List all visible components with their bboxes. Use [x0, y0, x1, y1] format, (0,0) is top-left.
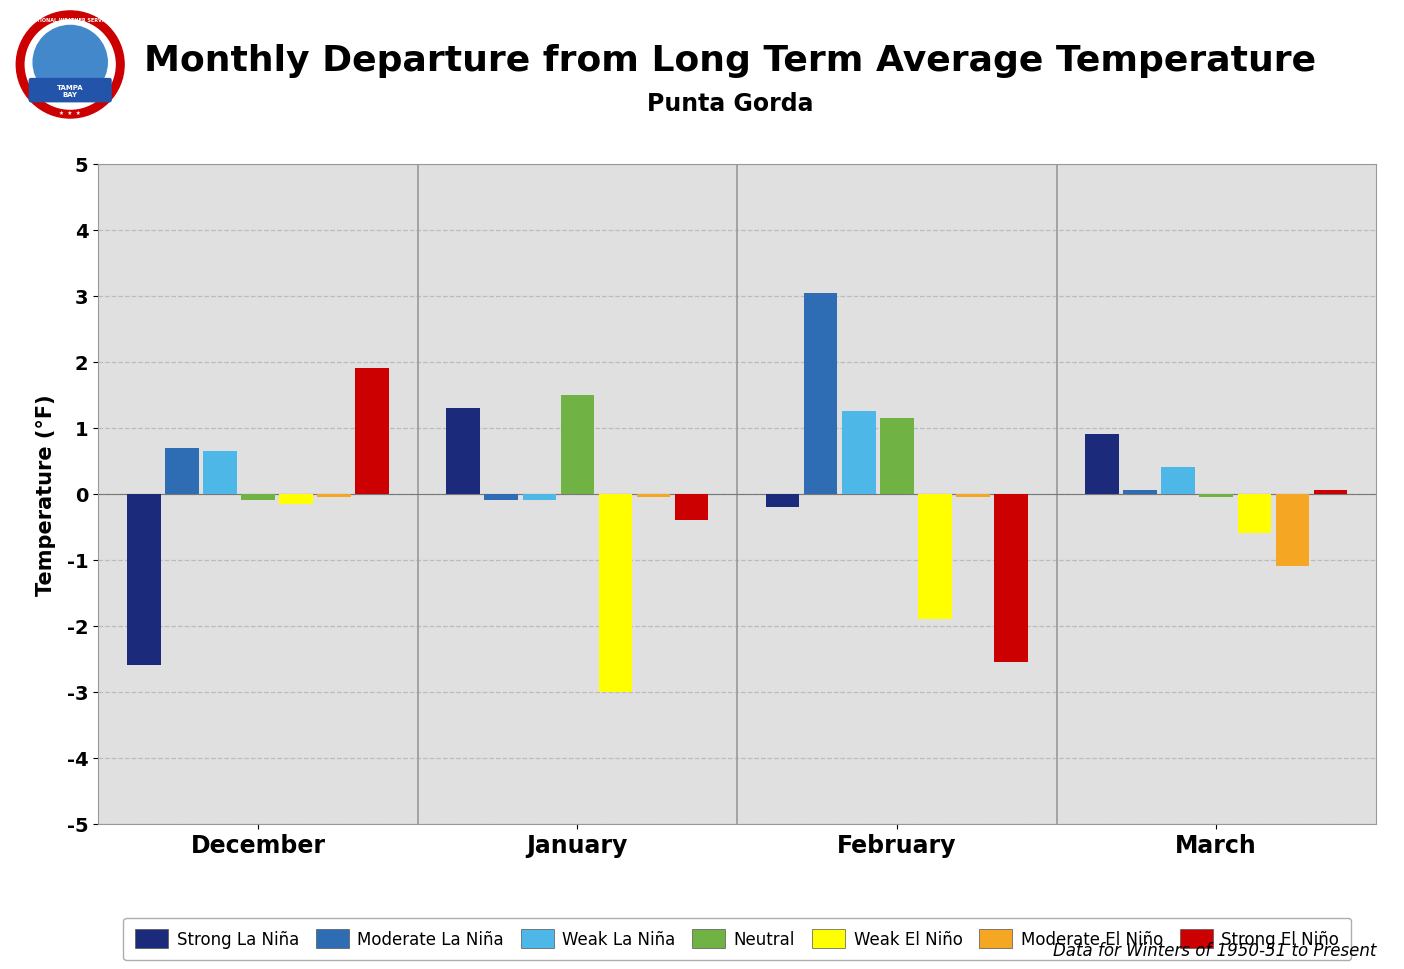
Bar	[1161, 468, 1195, 494]
Bar	[126, 494, 160, 666]
Bar	[279, 494, 313, 504]
Bar	[1199, 494, 1233, 497]
Bar	[1237, 494, 1271, 534]
Circle shape	[34, 26, 107, 100]
Bar	[317, 494, 351, 497]
Text: ★  ★  ★: ★ ★ ★	[59, 110, 81, 115]
Bar	[204, 452, 237, 494]
Bar	[956, 494, 990, 497]
FancyBboxPatch shape	[28, 78, 112, 104]
Circle shape	[17, 12, 124, 119]
Y-axis label: Temperature (°F): Temperature (°F)	[37, 393, 56, 595]
Bar	[446, 409, 480, 494]
Bar	[842, 412, 876, 494]
Bar	[880, 419, 914, 494]
Bar	[241, 494, 275, 501]
Bar	[484, 494, 518, 501]
Text: TAMPA
BAY: TAMPA BAY	[58, 84, 83, 98]
Text: NATIONAL WEATHER SERVICE: NATIONAL WEATHER SERVICE	[29, 17, 111, 22]
Bar	[637, 494, 670, 497]
Bar	[522, 494, 556, 501]
Text: Data for Winters of 1950-51 to Present: Data for Winters of 1950-51 to Present	[1053, 941, 1376, 959]
Bar	[166, 448, 198, 494]
Bar	[918, 494, 952, 619]
Bar	[675, 494, 709, 520]
Bar	[560, 395, 594, 494]
Circle shape	[25, 20, 115, 110]
Bar	[994, 494, 1028, 662]
Bar	[598, 494, 632, 692]
Bar	[765, 494, 799, 508]
Legend: Strong La Niña, Moderate La Niña, Weak La Niña, Neutral, Weak El Niño, Moderate : Strong La Niña, Moderate La Niña, Weak L…	[124, 918, 1351, 960]
Bar	[1314, 491, 1348, 494]
Text: Monthly Departure from Long Term Average Temperature: Monthly Departure from Long Term Average…	[145, 44, 1316, 78]
Bar	[1276, 494, 1309, 567]
Bar	[1123, 491, 1157, 494]
Bar	[804, 294, 837, 494]
Bar	[1085, 435, 1119, 494]
Bar	[355, 369, 389, 494]
Text: Punta Gorda: Punta Gorda	[647, 92, 813, 116]
